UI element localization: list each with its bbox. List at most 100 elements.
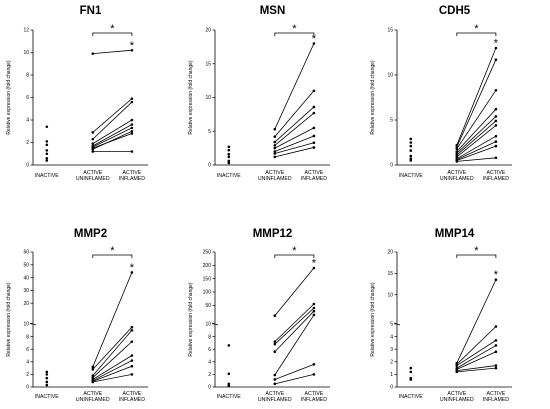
pair-line: [456, 340, 497, 366]
pair-line: [456, 351, 497, 370]
pair-line: [456, 279, 497, 364]
inflamed-point: [312, 302, 316, 306]
inflamed-point: [494, 344, 498, 347]
y-tick-label: 40: [23, 275, 29, 281]
significance-bracket: [92, 254, 133, 258]
y-tick-label: 0: [390, 385, 393, 391]
y-tick-label: 100: [203, 290, 212, 296]
inactive-point: [409, 154, 413, 158]
y-axis-label: Relative expression (fold change): [370, 282, 376, 357]
inactive-point: [227, 159, 231, 163]
pair-line: [92, 360, 133, 382]
inactive-point: [45, 376, 49, 380]
inactive-point: [45, 125, 49, 129]
inflamed-point: [130, 373, 134, 376]
x-category-label: ACTIVE UNINFLAMED: [258, 170, 292, 182]
x-category-label: ACTIVE UNINFLAMED: [440, 391, 474, 403]
significance-star: *: [474, 23, 479, 35]
y-tick-label: 10: [387, 73, 393, 79]
inactive-point: [45, 380, 49, 384]
panel-title: MMP12: [253, 228, 293, 240]
inflamed-point: [312, 306, 316, 310]
inflamed-point: [130, 126, 134, 130]
inactive-point: [227, 372, 231, 376]
inflamed-point: [130, 359, 134, 362]
pair-line: [456, 135, 497, 160]
significance-star-point: *: [312, 33, 317, 45]
significance-star: *: [292, 245, 297, 257]
x-category-label: ACTIVE INFLAMED: [301, 170, 327, 182]
y-tick-label: 5: [208, 129, 211, 135]
inflamed-point: [494, 107, 498, 111]
inactive-point: [409, 149, 413, 152]
inactive-point: [227, 145, 231, 149]
inflamed-point: [494, 124, 498, 127]
pair-line: [92, 133, 133, 149]
pair-line: [274, 314, 315, 376]
uninflamed-point: [91, 368, 95, 371]
inactive-point: [409, 157, 413, 160]
uninflamed-point: [273, 342, 277, 346]
inactive-point: [45, 152, 49, 156]
pair-line: [456, 345, 497, 369]
x-category-label: INACTIVE: [35, 394, 59, 400]
y-tick-label: 5: [390, 118, 393, 124]
pair-line: [274, 147, 314, 158]
uninflamed-point: [91, 365, 95, 369]
pair-line: [92, 49, 132, 55]
inflamed-point: [130, 129, 134, 133]
x-category-label: ACTIVE INFLAMED: [483, 170, 509, 182]
pair-line: [456, 145, 497, 161]
pair-line: [274, 363, 315, 380]
x-category-label: ACTIVE UNINFLAMED: [440, 170, 474, 182]
significance-bracket: [456, 32, 497, 36]
pair-line: [274, 142, 315, 154]
y-tick-label: 5: [390, 322, 393, 328]
pair-line: [92, 341, 133, 378]
inactive-point: [227, 382, 231, 386]
y-tick-label: 6: [26, 347, 29, 353]
inflamed-point: [494, 366, 498, 370]
y-tick-label: 30: [23, 288, 29, 294]
inactive-point: [227, 161, 231, 165]
y-tick-label: 3: [390, 347, 393, 353]
inactive-point: [45, 156, 49, 160]
inflamed-point: [130, 132, 134, 135]
pair-line: [274, 135, 315, 152]
inflamed-point: [130, 100, 134, 104]
inactive-point: [227, 384, 231, 388]
inactive-point: [227, 155, 231, 159]
y-tick-label: 4: [390, 334, 393, 340]
inactive-point: [45, 370, 49, 374]
inflamed-point: [130, 150, 134, 153]
pair-line: [456, 47, 497, 146]
y-tick-label: 10: [205, 322, 211, 328]
uninflamed-point: [273, 382, 277, 386]
panel-title: MMP14: [435, 228, 475, 240]
inactive-point: [409, 370, 413, 374]
uninflamed-point: [91, 376, 95, 379]
y-tick-label: 250: [203, 250, 212, 256]
uninflamed-point: [273, 150, 277, 153]
x-category-label: ACTIVE INFLAMED: [119, 170, 145, 182]
pair-line: [92, 119, 133, 144]
x-category-label: INACTIVE: [217, 394, 241, 400]
uninflamed-point: [273, 373, 277, 377]
inactive-point: [45, 373, 49, 376]
x-category-label: INACTIVE: [35, 173, 59, 179]
y-tick-label: 1: [390, 372, 393, 378]
inflamed-point: [494, 325, 498, 328]
uninflamed-point: [273, 350, 277, 354]
inflamed-point: [130, 97, 134, 100]
uninflamed-point: [455, 364, 459, 367]
inflamed-point: [130, 340, 134, 343]
inflamed-point: [130, 329, 134, 332]
x-category-label: INACTIVE: [399, 394, 423, 400]
y-tick-label: 50: [205, 303, 211, 309]
uninflamed-point: [91, 137, 95, 141]
panel-title: CDH5: [439, 5, 471, 17]
uninflamed-point: [273, 140, 277, 144]
inflamed-point: [312, 111, 316, 115]
pair-line: [274, 307, 315, 345]
uninflamed-point: [91, 380, 95, 384]
